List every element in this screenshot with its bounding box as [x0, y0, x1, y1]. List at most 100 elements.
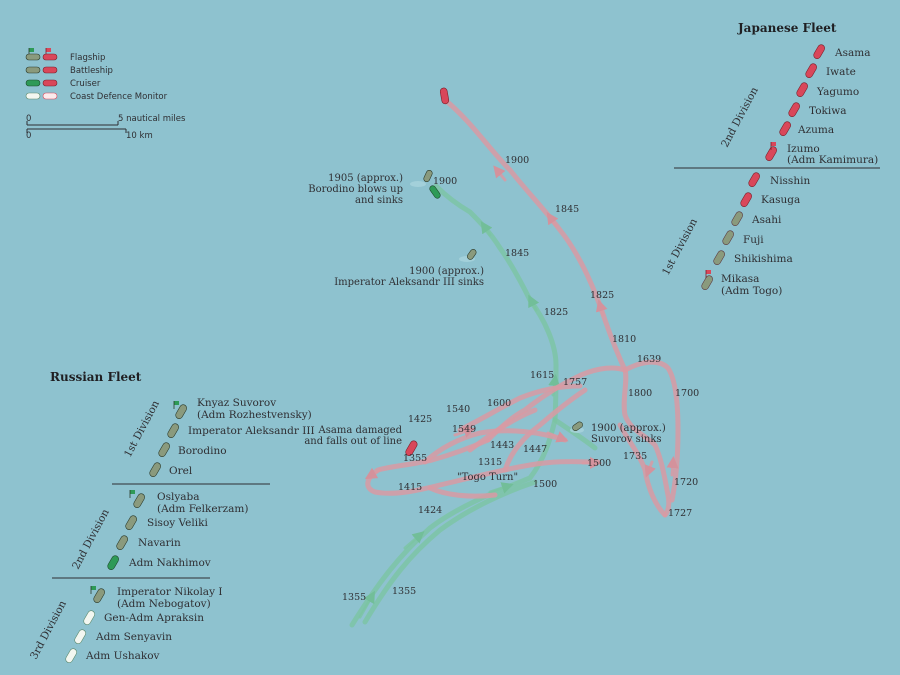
- japanese-ship-mikasa: Mikasa (Adm Togo): [701, 270, 782, 297]
- japanese-ship-iwate: Iwate: [805, 63, 856, 78]
- time-label: 1500: [587, 458, 611, 469]
- time-label: 1415: [398, 482, 422, 493]
- coast-defence-monitor-icon: [25, 92, 58, 100]
- scale-km-label: 10 km: [126, 131, 153, 141]
- russian-ship-borodino: Borodino: [158, 442, 227, 457]
- event-aleksandr: 1900 (approx.) Imperator Aleksandr III s…: [334, 249, 484, 288]
- russian-ship-adm-ushakov: Adm Ushakov: [65, 648, 160, 663]
- japanese-ship-label: Asahi: [751, 214, 782, 226]
- time-label: 1825: [544, 307, 568, 318]
- japanese-ship-izumo: Izumo (Adm Kamimura): [765, 142, 878, 166]
- russian-fleet-title: Russian Fleet: [50, 370, 142, 384]
- russian-ship-adm-nakhimov: Adm Nakhimov: [107, 555, 211, 570]
- japanese-ship-asama: Asama: [813, 44, 870, 59]
- time-label: 1425: [408, 414, 432, 425]
- time-label: 1825: [590, 290, 614, 301]
- russian-ship-label: Navarin: [138, 537, 181, 549]
- time-label: 1757: [563, 377, 587, 388]
- event-text: 1900 (approx.): [409, 266, 484, 277]
- time-label: 1443: [490, 440, 514, 451]
- japanese-ship-label: Iwate: [826, 66, 856, 78]
- japanese-ship-label: Tokiwa: [809, 105, 846, 117]
- russian-admiral-label: (Adm Felkerzam): [157, 503, 248, 515]
- event-text: and falls out of line: [304, 436, 402, 447]
- time-label: 1315: [478, 457, 502, 468]
- time-label: 1845: [555, 204, 579, 215]
- event-text: 1905 (approx.): [328, 173, 403, 184]
- japanese-ship-label: Kasuga: [761, 194, 800, 206]
- russian-ship-label: Adm Senyavin: [95, 631, 172, 643]
- time-label: 1355: [392, 586, 416, 597]
- legend-item-coast-defence: Coast Defence Monitor: [25, 92, 168, 102]
- japanese-ship-tokiwa: Tokiwa: [788, 102, 846, 117]
- event-text: Suvorov sinks: [591, 434, 662, 445]
- legend-label-cruiser: Cruiser: [70, 79, 101, 89]
- time-label: 1549: [452, 424, 476, 435]
- russian-ship-oslyaba: Oslyaba (Adm Felkerzam): [129, 490, 248, 515]
- legend-item-cruiser: Cruiser: [25, 79, 101, 89]
- russian-ship-navarin: Navarin: [116, 535, 181, 550]
- russian-ship-label: Adm Ushakov: [85, 650, 160, 662]
- flagship-icon: [25, 48, 58, 61]
- russian-ship-label: Borodino: [178, 445, 227, 457]
- time-label: 1900: [433, 176, 457, 187]
- japanese-ship-label: Yagumo: [816, 86, 859, 98]
- japanese-ship-label: Shikishima: [734, 253, 793, 265]
- japanese-ship-azuma: Azuma: [779, 121, 834, 136]
- scale-nautical-label: 5 nautical miles: [118, 114, 186, 124]
- event-text: Imperator Aleksandr III sinks: [334, 277, 484, 288]
- time-label: 1727: [668, 508, 692, 519]
- cruiser-icon: [25, 79, 58, 87]
- japanese-fleet-title: Japanese Fleet: [737, 21, 837, 35]
- japanese-ship-shikishima: Shikishima: [713, 250, 793, 265]
- japanese-ship-fuji: Fuji: [722, 230, 764, 246]
- time-label: 1720: [674, 477, 698, 488]
- time-label: 1810: [612, 334, 636, 345]
- japanese-ship-label: Azuma: [797, 124, 834, 136]
- russian-ship-gen-adm-apraksin: Gen-Adm Apraksin: [83, 610, 204, 625]
- time-label: 1845: [505, 248, 529, 259]
- event-asama: Asama damaged and falls out of line: [304, 425, 418, 456]
- event-text: and sinks: [355, 195, 403, 206]
- russian-ship-imperator-aleksandr: Imperator Aleksandr III: [167, 423, 315, 438]
- japanese-ship-label: Izumo: [787, 143, 820, 155]
- legend-label-battleship: Battleship: [70, 66, 113, 76]
- event-text: Asama damaged: [318, 425, 403, 436]
- russian-ship-label: Sisoy Veliki: [147, 517, 208, 529]
- russian-ship-imperator-nikolay: Imperator Nikolay I (Adm Nebogatov): [90, 586, 222, 610]
- japanese-ship-label: Nisshin: [770, 175, 810, 187]
- russian-ship-knyaz-suvorov: Knyaz Suvorov (Adm Rozhestvensky): [173, 397, 312, 421]
- time-label: 1355: [342, 592, 366, 603]
- japanese-ship-label: Fuji: [743, 234, 764, 246]
- time-label: 1424: [418, 505, 442, 516]
- russian-ship-label: Imperator Nikolay I: [117, 586, 222, 598]
- russian-ship-label: Knyaz Suvorov: [197, 397, 276, 409]
- russian-ship-label: Imperator Aleksandr III: [188, 425, 315, 437]
- time-label: 1900: [505, 155, 529, 166]
- russian-ship-orel: Orel: [149, 462, 193, 477]
- russian-admiral-label: (Adm Rozhestvensky): [197, 409, 312, 421]
- japanese-admiral-label: (Adm Kamimura): [787, 154, 878, 166]
- russian-ship-label: Orel: [169, 465, 193, 477]
- russian-ship-label: Adm Nakhimov: [128, 557, 211, 569]
- japanese-lead-ship: [439, 87, 450, 105]
- japanese-fleet-track: [364, 97, 681, 518]
- scale-zero-bottom: 0: [26, 131, 31, 141]
- russian-fleet-track: [349, 183, 598, 628]
- time-label: 1500: [533, 479, 557, 490]
- legend-item-battleship: Battleship: [25, 66, 113, 76]
- time-label: 1639: [637, 354, 661, 365]
- legend: Flagship Battleship Cruiser Coast Defenc…: [25, 48, 186, 141]
- japanese-time-labels: 1900 1845 1825 1810 1639 1700 1800 1735 …: [398, 155, 699, 519]
- legend-label-flagship: Flagship: [70, 53, 105, 63]
- scale-zero-top: 0: [26, 114, 31, 124]
- scale-bar: 0 5 nautical miles 0 10 km: [26, 114, 186, 141]
- russian-ship-label: Oslyaba: [157, 491, 200, 503]
- togo-turn-label: "Togo Turn": [457, 472, 518, 483]
- time-label: 1800: [628, 388, 652, 399]
- japanese-ship-yagumo: Yagumo: [796, 82, 859, 98]
- russian-ship-adm-senyavin: Adm Senyavin: [74, 629, 172, 644]
- time-label: 1355: [403, 453, 427, 464]
